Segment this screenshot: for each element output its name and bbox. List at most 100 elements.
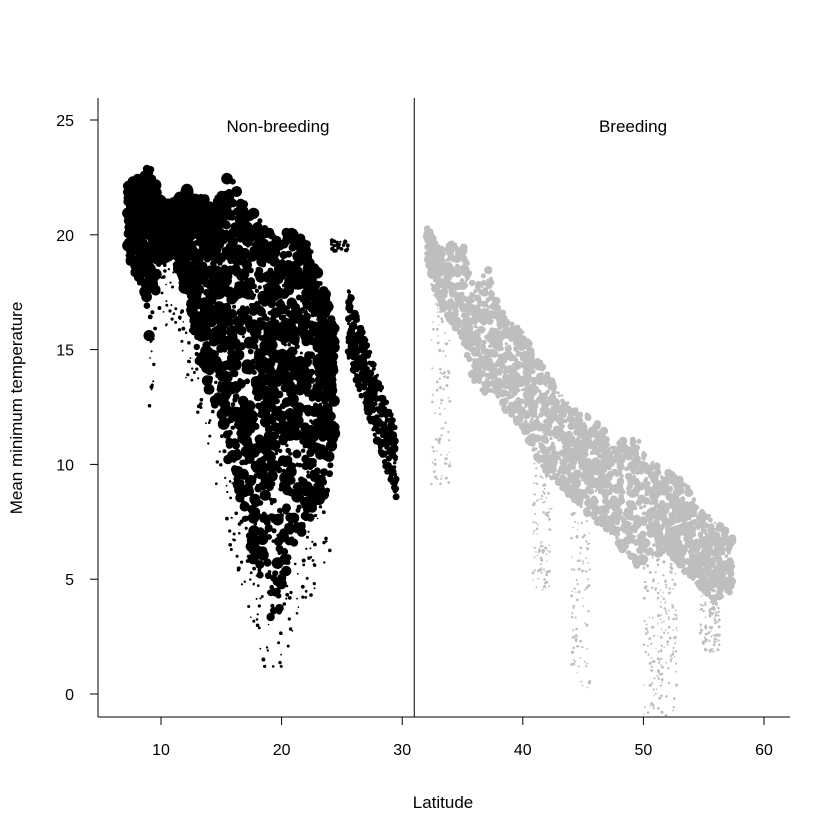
- non-breeding-point: [182, 264, 188, 269]
- non-breeding-point: [246, 554, 251, 559]
- non-breeding-point: [253, 522, 258, 526]
- non-breeding-point: [278, 298, 283, 303]
- breeding-point: [690, 575, 696, 581]
- non-breeding-point: [296, 597, 298, 600]
- breeding-point: [616, 462, 625, 471]
- non-breeding-point: [172, 312, 176, 316]
- non-breeding-point: [192, 371, 196, 374]
- breeding-point: [582, 474, 587, 479]
- non-breeding-point: [230, 231, 237, 239]
- non-breeding-point: [292, 403, 299, 410]
- non-breeding-point: [281, 565, 292, 577]
- non-breeding-point: [177, 315, 182, 320]
- non-breeding-point: [199, 305, 206, 312]
- non-breeding-point: [311, 442, 323, 455]
- breeding-point: [480, 273, 486, 279]
- non-breeding-point: [189, 271, 195, 277]
- non-breeding-point: [204, 265, 215, 276]
- non-breeding-point: [261, 225, 269, 233]
- non-breeding-point: [147, 315, 152, 319]
- non-breeding-point: [278, 348, 287, 358]
- breeding-point: [625, 453, 629, 457]
- non-breeding-point: [361, 359, 367, 365]
- non-breeding-point: [237, 317, 242, 322]
- breeding-point: [589, 451, 595, 456]
- non-breeding-point: [381, 442, 387, 448]
- non-breeding-point: [371, 389, 378, 396]
- non-breeding-point: [226, 174, 231, 180]
- non-breeding-point: [275, 593, 282, 599]
- non-breeding-point: [255, 575, 258, 577]
- breeding-point: [535, 378, 543, 385]
- non-breeding-point: [212, 265, 222, 276]
- non-breeding-point: [165, 283, 167, 286]
- non-breeding-point: [197, 218, 205, 226]
- non-breeding-point: [255, 618, 259, 621]
- non-breeding-point: [392, 493, 400, 501]
- non-breeding-point: [273, 374, 281, 382]
- non-breeding-point: [364, 409, 371, 416]
- non-breeding-point: [199, 194, 210, 205]
- non-breeding-point: [348, 313, 355, 321]
- non-breeding-point: [185, 376, 187, 379]
- non-breeding-point: [172, 251, 182, 261]
- non-breeding-point: [356, 354, 362, 360]
- non-breeding-point: [205, 296, 210, 301]
- non-breeding-point: [329, 357, 333, 361]
- non-breeding-point: [228, 480, 232, 483]
- non-breeding-point: [282, 478, 288, 484]
- non-breeding-point: [394, 434, 398, 438]
- non-breeding-point: [259, 400, 267, 408]
- breeding-point: [589, 504, 593, 508]
- non-breeding-point: [305, 576, 309, 580]
- non-breeding-point: [162, 250, 175, 262]
- non-breeding-point: [313, 328, 323, 338]
- non-breeding-point: [167, 268, 171, 271]
- breeding-point: [651, 460, 655, 464]
- breeding-point: [522, 331, 525, 334]
- non-breeding-point: [255, 359, 263, 367]
- non-breeding-point: [247, 605, 251, 608]
- non-breeding-point: [257, 298, 264, 305]
- non-breeding-point: [232, 250, 239, 257]
- non-breeding-point: [373, 401, 378, 407]
- non-breeding-point: [308, 377, 316, 384]
- non-breeding-point: [156, 230, 162, 235]
- non-breeding-point: [287, 346, 297, 356]
- non-breeding-point: [261, 511, 267, 517]
- non-breeding-point: [367, 361, 371, 365]
- non-breeding-point: [245, 305, 250, 310]
- breeding-point: [649, 501, 654, 506]
- non-breeding-point: [245, 409, 258, 422]
- breeding-point: [569, 492, 577, 500]
- non-breeding-point: [131, 247, 140, 256]
- non-breeding-point: [247, 504, 258, 515]
- breeding-point: [491, 343, 494, 346]
- non-breeding-point: [150, 268, 154, 272]
- non-breeding-point: [180, 339, 184, 343]
- non-breeding-point: [255, 623, 260, 628]
- non-breeding-point: [332, 244, 336, 248]
- non-breeding-point: [279, 664, 283, 668]
- non-breeding-point: [199, 402, 203, 406]
- non-breeding-point: [269, 380, 276, 388]
- non-breeding-point: [222, 430, 232, 439]
- breeding-point: [428, 232, 435, 239]
- non-breeding-point: [321, 475, 326, 481]
- non-breeding-point: [166, 239, 173, 245]
- non-breeding-point: [217, 260, 223, 266]
- non-breeding-point: [238, 488, 243, 493]
- breeding-point: [593, 447, 601, 456]
- non-breeding-point: [343, 239, 347, 243]
- non-breeding-point: [372, 395, 380, 403]
- non-breeding-point: [211, 236, 224, 248]
- breeding-point: [448, 308, 452, 313]
- non-breeding-point: [147, 248, 154, 255]
- breeding-point: [426, 250, 431, 254]
- non-breeding-point: [291, 630, 294, 632]
- breeding-point: [490, 310, 500, 320]
- non-breeding-point: [217, 371, 227, 382]
- breeding-point: [640, 469, 643, 473]
- breeding-point: [692, 545, 701, 554]
- non-breeding-point: [393, 472, 398, 477]
